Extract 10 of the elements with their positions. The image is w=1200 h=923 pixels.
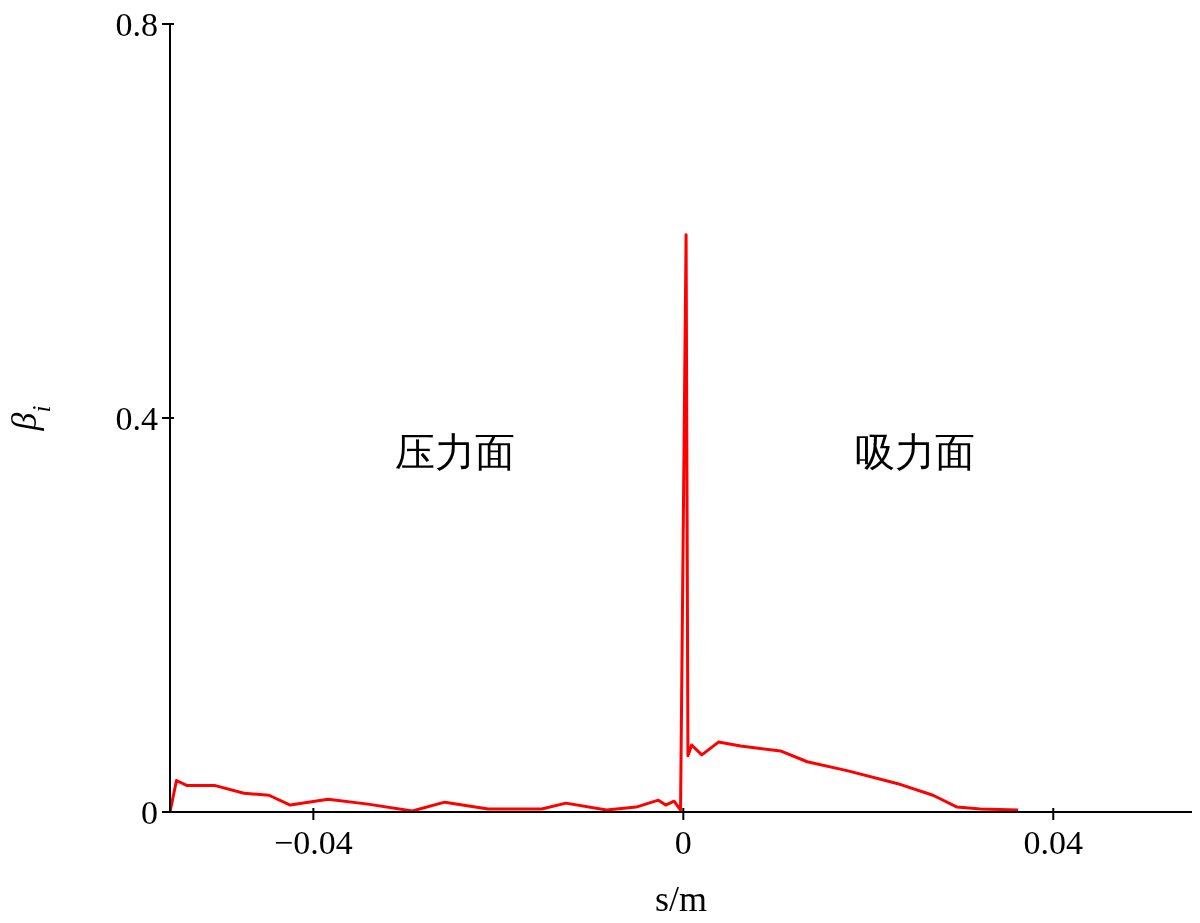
x-tick-label: −0.04 [274, 824, 353, 861]
x-tick-label: 0 [674, 824, 692, 861]
line-series [170, 233, 1020, 812]
y-tick-label: 0 [141, 794, 158, 831]
x-tick-label: 0.04 [1023, 824, 1084, 861]
annotation: 吸力面 [854, 428, 976, 476]
y-tick-label: 0.8 [115, 6, 158, 43]
x-axis-title: s/m [654, 879, 708, 919]
annotation: 压力面 [394, 428, 516, 476]
y-tick-label: 0.4 [115, 400, 158, 437]
